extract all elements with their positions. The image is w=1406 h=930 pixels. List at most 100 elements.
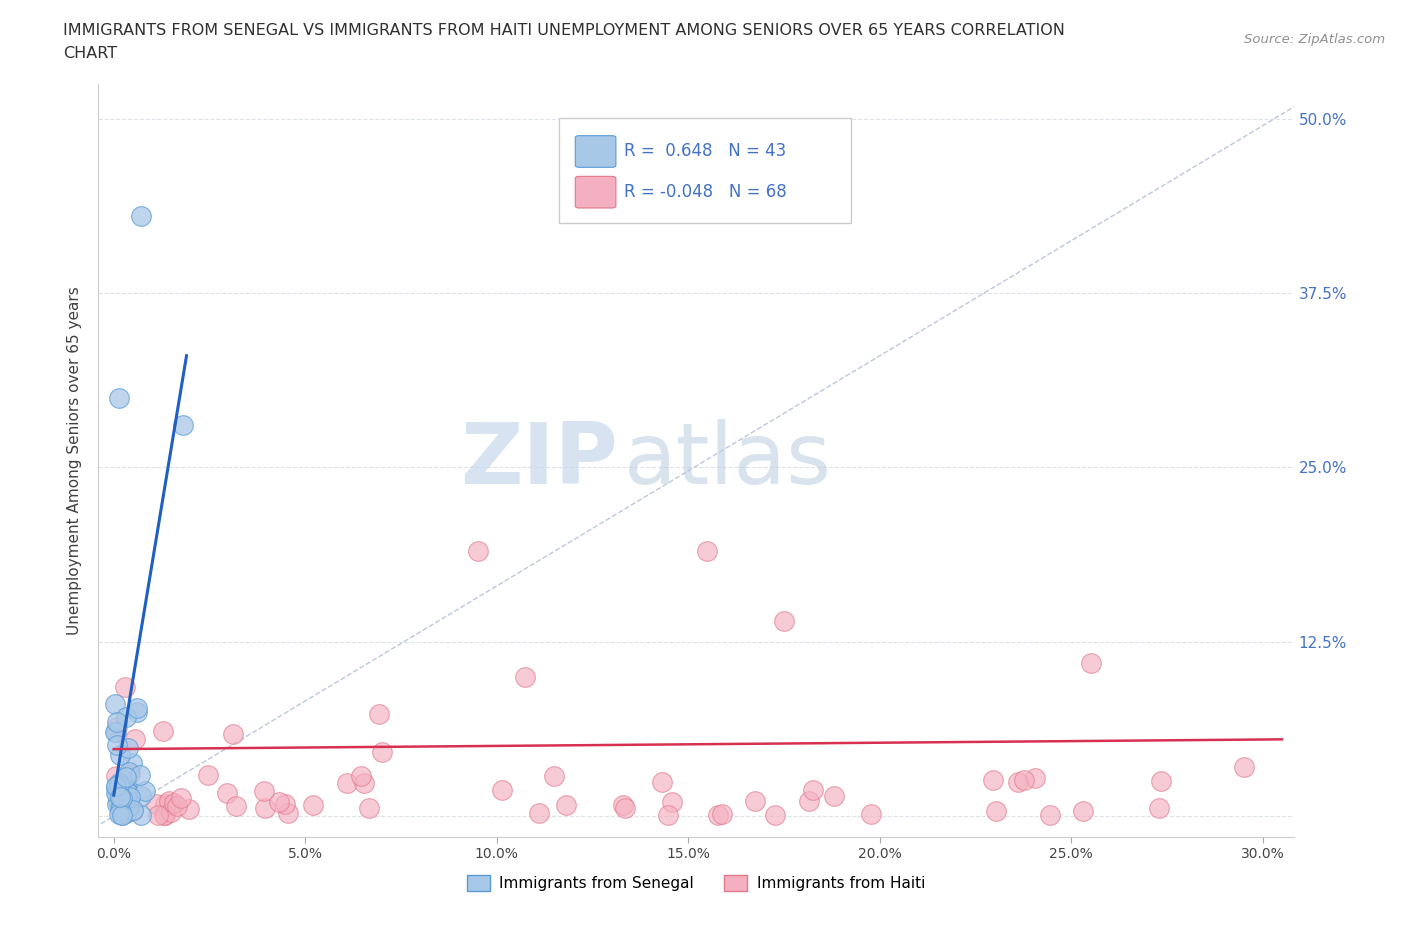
Point — [110, 790, 132, 804]
Point — [801, 783, 824, 798]
Point — [117, 741, 139, 756]
Point — [105, 783, 128, 798]
Point — [1080, 656, 1102, 671]
Point — [1007, 775, 1029, 790]
Point — [197, 767, 219, 782]
Point — [108, 776, 131, 790]
Point — [105, 738, 128, 753]
Point — [215, 786, 238, 801]
Point — [111, 790, 134, 805]
Point — [657, 807, 679, 822]
Point — [157, 793, 180, 808]
Point — [104, 725, 127, 740]
Point — [353, 776, 375, 790]
Point — [612, 797, 634, 812]
Point — [153, 807, 176, 822]
Point — [121, 803, 143, 817]
Point — [177, 802, 200, 817]
Point — [104, 769, 127, 784]
Point — [110, 798, 132, 813]
Point — [104, 697, 127, 711]
Point — [513, 670, 536, 684]
Point — [350, 769, 373, 784]
Point — [797, 793, 820, 808]
Point — [112, 790, 135, 805]
Point — [1071, 804, 1094, 818]
Point — [661, 794, 683, 809]
Point — [277, 805, 299, 820]
Point — [371, 745, 394, 760]
Point — [336, 776, 359, 790]
Point — [1039, 807, 1062, 822]
Point — [152, 724, 174, 738]
Point — [543, 769, 565, 784]
Point — [115, 710, 138, 724]
Point — [710, 806, 733, 821]
Legend: Immigrants from Senegal, Immigrants from Haiti: Immigrants from Senegal, Immigrants from… — [461, 869, 931, 897]
Text: R =  0.648   N = 43: R = 0.648 N = 43 — [624, 142, 786, 161]
Point — [108, 748, 131, 763]
Point — [170, 790, 193, 805]
Point — [146, 807, 169, 822]
Point — [105, 720, 128, 735]
Point — [111, 807, 134, 822]
Point — [367, 707, 389, 722]
Point — [105, 724, 128, 739]
Point — [105, 786, 128, 801]
Point — [108, 778, 131, 793]
Point — [274, 797, 297, 812]
Point — [107, 793, 129, 808]
Point — [115, 805, 138, 820]
Point — [651, 775, 673, 790]
Point — [115, 784, 138, 799]
Point — [159, 798, 181, 813]
Point — [1147, 800, 1170, 815]
Point — [172, 418, 194, 433]
Point — [301, 797, 323, 812]
Point — [145, 796, 167, 811]
Point — [981, 773, 1004, 788]
Point — [744, 793, 766, 808]
Point — [160, 805, 183, 820]
Point — [125, 700, 148, 715]
Point — [166, 799, 188, 814]
Point — [773, 614, 796, 629]
Point — [128, 767, 150, 782]
Point — [124, 732, 146, 747]
Point — [491, 782, 513, 797]
Point — [1024, 771, 1046, 786]
Point — [763, 807, 786, 822]
Text: IMMIGRANTS FROM SENEGAL VS IMMIGRANTS FROM HAITI UNEMPLOYMENT AMONG SENIORS OVER: IMMIGRANTS FROM SENEGAL VS IMMIGRANTS FR… — [63, 23, 1066, 38]
Point — [121, 755, 143, 770]
Text: R = -0.048   N = 68: R = -0.048 N = 68 — [624, 183, 787, 201]
Point — [823, 789, 845, 804]
Point — [1014, 773, 1036, 788]
FancyBboxPatch shape — [558, 117, 852, 223]
Point — [104, 779, 127, 794]
Text: CHART: CHART — [63, 46, 117, 60]
Point — [267, 794, 290, 809]
Point — [111, 807, 134, 822]
Point — [706, 807, 728, 822]
Point — [1150, 774, 1173, 789]
Point — [134, 783, 156, 798]
Point — [115, 778, 138, 793]
Point — [613, 800, 636, 815]
Point — [117, 764, 139, 779]
Point — [114, 770, 136, 785]
Point — [129, 209, 152, 224]
Point — [131, 789, 153, 804]
Point — [163, 795, 186, 810]
Point — [254, 801, 277, 816]
Point — [107, 715, 129, 730]
Point — [108, 803, 131, 817]
Point — [125, 704, 148, 719]
Point — [118, 790, 141, 804]
Point — [129, 807, 152, 822]
Point — [984, 804, 1007, 818]
Point — [467, 543, 489, 558]
Point — [122, 804, 145, 818]
Point — [696, 543, 718, 558]
Point — [115, 795, 138, 810]
Point — [120, 767, 142, 782]
